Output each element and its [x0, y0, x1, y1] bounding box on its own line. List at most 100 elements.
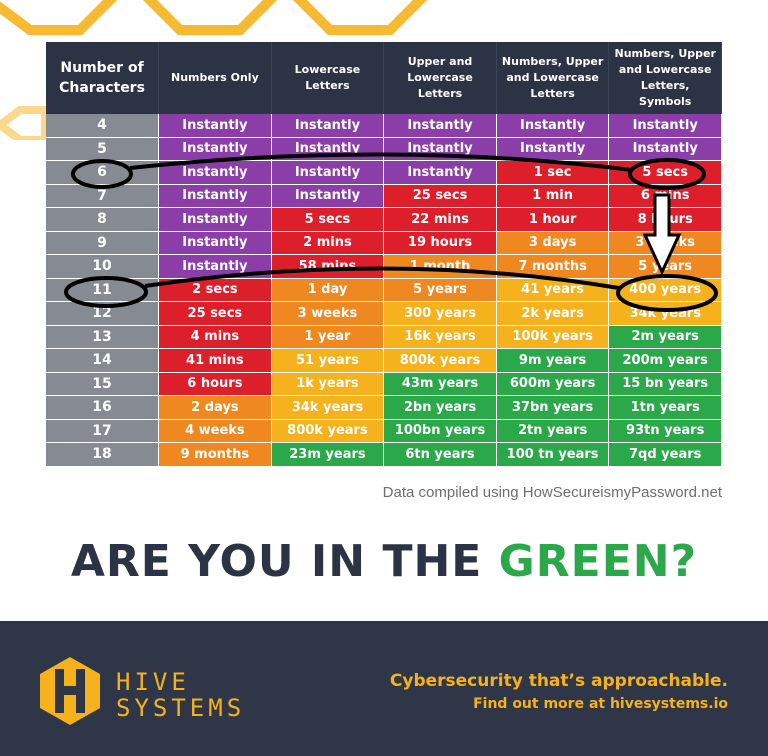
crack-time-cell: 23m years	[271, 442, 385, 467]
crack-time-cell: 1k years	[271, 372, 385, 396]
crack-time-cell: 19 hours	[383, 231, 497, 255]
crack-time-cell: 2 mins	[271, 231, 385, 255]
table-row: 10 Instantly 58 mins 1 month 7 months 5 years	[46, 254, 722, 279]
character-count-cell: 7	[46, 184, 160, 208]
character-count-cell: 15	[46, 372, 160, 396]
table-row: 11 2 secs 1 day 5 years 41 years 400 years	[46, 278, 722, 302]
character-count-cell: 18	[46, 442, 160, 467]
crack-time-cell: 100bn years	[383, 419, 497, 443]
crack-time-cell: 800k years	[271, 419, 385, 443]
crack-time-cell: Instantly	[158, 254, 272, 279]
character-count-cell: 9	[46, 231, 160, 255]
crack-time-cell: 600m years	[496, 372, 610, 396]
crack-time-cell: 25 secs	[158, 301, 272, 326]
crack-time-cell: 2k years	[496, 301, 610, 326]
table-row: 12 25 secs 3 weeks 300 years 2k years 34k yea…	[46, 301, 722, 326]
crack-time-cell: 200m years	[608, 348, 722, 373]
table-row: 18 9 months 23m years 6tn years 100 tn years…	[46, 442, 722, 467]
crack-time-cell: 3 weeks	[271, 301, 385, 326]
character-count-cell: 11	[46, 278, 160, 302]
crack-time-cell: Instantly	[271, 160, 385, 185]
cta-link[interactable]: Find out more at hivesystems.io	[473, 696, 728, 712]
crack-time-cell: 2bn years	[383, 395, 497, 420]
character-count-cell: 5	[46, 137, 160, 161]
crack-time-cell: 3 weeks	[608, 231, 722, 255]
table-row: 5 Instantly Instantly Instantly Instantly Ins…	[46, 137, 722, 161]
crack-time-cell: 2 secs	[158, 278, 272, 302]
crack-time-cell: Instantly	[158, 184, 272, 208]
crack-time-cell: Instantly	[158, 137, 272, 161]
crack-time-cell: Instantly	[158, 114, 272, 138]
crack-time-cell: 100 tn years	[496, 442, 610, 467]
crack-time-cell: 1 day	[271, 278, 385, 302]
character-count-cell: 6	[46, 160, 160, 185]
crack-time-cell: 5 years	[383, 278, 497, 302]
crack-time-cell: 2 days	[158, 395, 272, 420]
character-count-cell: 10	[46, 254, 160, 279]
hive-h-logo-icon	[40, 657, 100, 725]
column-header-2: Lowercase Letters	[271, 42, 385, 114]
table-row: 7 Instantly Instantly 25 secs 1 min 6 mins	[46, 184, 722, 208]
character-count-cell: 14	[46, 348, 160, 373]
crack-time-cell: 100k years	[496, 325, 610, 349]
character-count-cell: 12	[46, 301, 160, 326]
crack-time-cell: 4 mins	[158, 325, 272, 349]
tagline-block: Cybersecurity that’s approachable. Find …	[390, 669, 728, 715]
crack-time-cell: 9m years	[496, 348, 610, 373]
crack-time-cell: 7 months	[496, 254, 610, 279]
crack-time-cell: 58 mins	[271, 254, 385, 279]
password-crack-time-table: Number of Characters Numbers Only Lowercas…	[46, 42, 722, 467]
crack-time-cell: 1tn years	[608, 395, 722, 420]
character-count-cell: 16	[46, 395, 160, 420]
password-table-container: Number of Characters Numbers Only Lowercas…	[46, 42, 722, 467]
column-header-4: Numbers, Upper and Lowercase Letters	[496, 42, 610, 114]
crack-time-cell: 51 years	[271, 348, 385, 373]
crack-time-cell: 2m years	[608, 325, 722, 349]
crack-time-cell: 43m years	[383, 372, 497, 396]
crack-time-cell: Instantly	[496, 137, 610, 161]
brand-line-1: HIVE	[116, 668, 190, 696]
crack-time-cell: 5 years	[608, 254, 722, 279]
table-row: 14 41 mins 51 years 800k years 9m years 200m …	[46, 348, 722, 373]
honeycomb-background	[0, 0, 428, 140]
crack-time-cell: Instantly	[383, 137, 497, 161]
crack-time-cell: 9 months	[158, 442, 272, 467]
crack-time-cell: 4 weeks	[158, 419, 272, 443]
crack-time-cell: Instantly	[383, 114, 497, 138]
character-count-cell: 4	[46, 114, 160, 138]
headline-part-1: ARE YOU IN THE	[70, 536, 499, 587]
crack-time-cell: 93tn years	[608, 419, 722, 443]
table-row: 8 Instantly 5 secs 22 mins 1 hour 8 hours	[46, 207, 722, 232]
table-row: 17 4 weeks 800k years 100bn years 2tn years 9…	[46, 419, 722, 443]
crack-time-cell: 41 mins	[158, 348, 272, 373]
headline-part-2: GREEN?	[498, 536, 698, 587]
character-count-cell: 17	[46, 419, 160, 443]
tagline: Cybersecurity that’s approachable.	[389, 671, 728, 691]
crack-time-cell: 6 mins	[608, 184, 722, 208]
footer: HIVE SYSTEMS Cybersecurity that’s approa…	[0, 621, 768, 756]
crack-time-cell: 7qd years	[608, 442, 722, 467]
crack-time-cell: 800k years	[383, 348, 497, 373]
character-count-cell: 8	[46, 207, 160, 232]
crack-time-cell: 41 years	[496, 278, 610, 302]
crack-time-cell: Instantly	[608, 137, 722, 161]
column-header-5: Numbers, Upper and Lowercase Letters, Sy…	[608, 42, 722, 114]
crack-time-cell: 8 hours	[608, 207, 722, 232]
data-source-note: Data compiled using HowSecureismyPasswor…	[382, 484, 722, 501]
crack-time-cell: 1 month	[383, 254, 497, 279]
column-header-1: Numbers Only	[158, 42, 272, 114]
crack-time-cell: 1 hour	[496, 207, 610, 232]
crack-time-cell: 1 sec	[496, 160, 610, 185]
crack-time-cell: 25 secs	[383, 184, 497, 208]
crack-time-cell: Instantly	[271, 184, 385, 208]
crack-time-cell: 5 secs	[271, 207, 385, 232]
crack-time-cell: Instantly	[496, 114, 610, 138]
table-row: 15 6 hours 1k years 43m years 600m years 15 b…	[46, 372, 722, 396]
character-count-cell: 13	[46, 325, 160, 349]
crack-time-cell: Instantly	[608, 114, 722, 138]
crack-time-cell: Instantly	[271, 114, 385, 138]
crack-time-cell: 300 years	[383, 301, 497, 326]
crack-time-cell: 34k years	[608, 301, 722, 326]
crack-time-cell: 400 years	[608, 278, 722, 302]
crack-time-cell: 1 min	[496, 184, 610, 208]
